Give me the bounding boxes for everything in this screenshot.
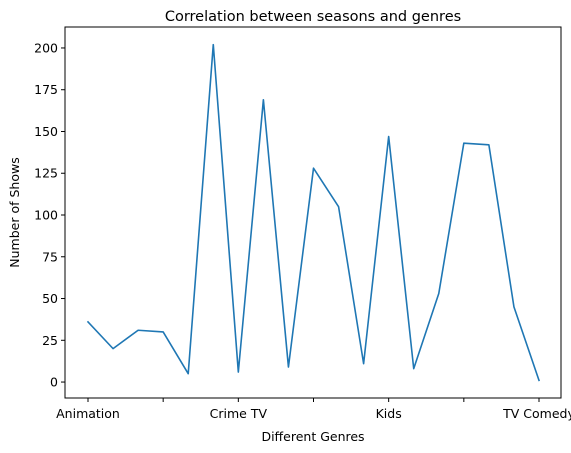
y-axis-label: Number of Shows bbox=[7, 157, 22, 267]
y-tick-label: 0 bbox=[50, 375, 58, 390]
y-tick-label: 150 bbox=[34, 124, 58, 139]
x-tick-label: Crime TV bbox=[210, 406, 268, 421]
chart-title: Correlation between seasons and genres bbox=[165, 9, 461, 25]
y-tick-label: 25 bbox=[42, 333, 58, 348]
series-layer bbox=[86, 43, 541, 382]
y-axis: 0 25 50 75 100 125 150 175 200 bbox=[34, 40, 65, 390]
x-tick-label: TV Comedy bbox=[502, 406, 571, 421]
x-tick-label: Kids bbox=[376, 406, 402, 421]
y-tick-label: 125 bbox=[34, 166, 58, 181]
plot-frame bbox=[64, 26, 562, 399]
y-tick-label: 75 bbox=[42, 249, 58, 264]
y-tick-label: 100 bbox=[34, 208, 58, 223]
x-axis: Animation Crime TV Kids TV Comedy bbox=[56, 398, 571, 421]
y-tick-label: 200 bbox=[34, 40, 58, 55]
y-tick-label: 175 bbox=[34, 82, 58, 97]
x-tick-label: Animation bbox=[56, 406, 120, 421]
series-line bbox=[86, 43, 541, 382]
y-tick-label: 50 bbox=[42, 291, 58, 306]
x-axis-label: Different Genres bbox=[261, 429, 364, 444]
